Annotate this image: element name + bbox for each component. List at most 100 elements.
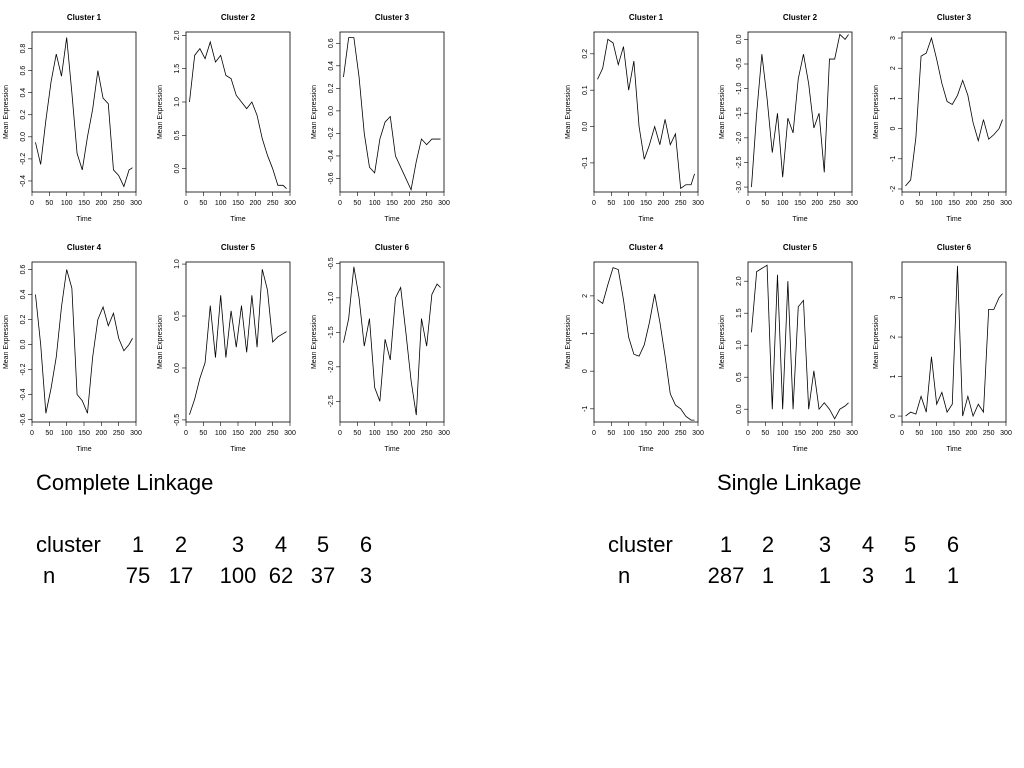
y-tick-label: -2.0 xyxy=(328,361,335,373)
chart-title: Cluster 4 xyxy=(67,243,102,252)
y-tick-label: -2 xyxy=(890,186,897,192)
header-label: cluster xyxy=(36,532,101,557)
y-tick-label: -1 xyxy=(890,156,897,162)
series-line xyxy=(35,37,133,188)
y-tick-label: 0.0 xyxy=(328,106,335,116)
plot-box xyxy=(339,31,445,193)
chart-panel: Cluster 2 Time Mean Expression 0 50 100 150 200… xyxy=(719,13,858,223)
chart-title: Cluster 3 xyxy=(937,13,972,22)
chart-title: Cluster 5 xyxy=(783,243,818,252)
chart-title: Cluster 3 xyxy=(375,13,410,22)
x-tick-label: 150 xyxy=(78,200,90,207)
y-tick-label: -2.0 xyxy=(736,132,743,144)
y-tick-label: -0.2 xyxy=(20,153,27,165)
series-line xyxy=(343,37,441,192)
x-tick-label: 0 xyxy=(184,200,188,207)
x-tick-label: 250 xyxy=(267,200,279,207)
count-cell: 1 xyxy=(904,563,916,588)
y-axis-label: Mean Expression xyxy=(311,85,318,139)
y-tick-label: -1 xyxy=(582,406,589,412)
x-tick-label: 0 xyxy=(184,430,188,437)
chart-panel: Cluster 3 Time Mean Expression 0 50 100 150 200… xyxy=(873,13,1012,223)
chart-panel: Cluster 2 Time Mean Expression 0 50 100 150 200… xyxy=(157,13,296,223)
header-cell: 6 xyxy=(947,532,959,557)
y-tick-label: 3 xyxy=(890,36,897,40)
y-tick-label: 0.0 xyxy=(20,132,27,142)
x-tick-label: 150 xyxy=(386,430,398,437)
chart-panel: Cluster 6 Time Mean Expression 0 50 100 150 200… xyxy=(873,243,1012,453)
header-cell: 3 xyxy=(819,532,831,557)
y-tick-label: -1.0 xyxy=(736,82,743,94)
y-tick-label: 0.5 xyxy=(174,130,181,140)
x-axis-label: Time xyxy=(230,216,245,223)
x-axis-label: Time xyxy=(946,446,961,453)
y-tick-label: -0.4 xyxy=(20,388,27,400)
header-cell: 6 xyxy=(360,532,372,557)
count-cell: 17 xyxy=(169,563,193,588)
series-line xyxy=(343,266,441,416)
count-cell: 37 xyxy=(311,563,335,588)
x-tick-label: 100 xyxy=(931,430,943,437)
x-axis-label: Time xyxy=(638,446,653,453)
y-tick-label: 0.0 xyxy=(582,122,589,132)
count-cell: 3 xyxy=(360,563,372,588)
header-cell: 5 xyxy=(317,532,329,557)
x-tick-label: 200 xyxy=(811,200,823,207)
x-tick-label: 200 xyxy=(249,200,261,207)
x-axis-label: Time xyxy=(230,446,245,453)
x-tick-label: 200 xyxy=(965,200,977,207)
table-title: Complete Linkage xyxy=(36,470,213,495)
y-tick-label: 0 xyxy=(582,369,589,373)
x-tick-label: 250 xyxy=(113,200,125,207)
x-tick-label: 300 xyxy=(692,430,704,437)
y-tick-label: 1.0 xyxy=(736,340,743,350)
chart-panel: Cluster 6 Time Mean Expression 0 50 100 150 200… xyxy=(311,243,450,453)
y-tick-label: -3.0 xyxy=(736,181,743,193)
y-tick-label: 0.0 xyxy=(736,404,743,414)
x-tick-label: 300 xyxy=(438,430,450,437)
y-axis-label: Mean Expression xyxy=(565,315,572,369)
x-tick-label: 300 xyxy=(130,430,142,437)
x-tick-label: 250 xyxy=(675,200,687,207)
x-tick-label: 150 xyxy=(640,200,652,207)
x-tick-label: 100 xyxy=(61,430,73,437)
y-tick-label: 1 xyxy=(890,96,897,100)
y-tick-label: -0.5 xyxy=(328,257,335,269)
y-tick-label: -0.6 xyxy=(328,172,335,184)
y-tick-label: 1.0 xyxy=(174,259,181,269)
header-cell: 1 xyxy=(720,532,732,557)
x-tick-label: 200 xyxy=(965,430,977,437)
chart-panel: Cluster 1 Time Mean Expression 0 50 100 150 200… xyxy=(565,13,704,223)
count-cell: 100 xyxy=(220,563,257,588)
y-tick-label: 1 xyxy=(582,331,589,335)
y-axis-label: Mean Expression xyxy=(3,85,10,139)
y-tick-label: -2.5 xyxy=(328,395,335,407)
header-cell: 4 xyxy=(862,532,874,557)
x-axis-label: Time xyxy=(792,216,807,223)
x-axis-label: Time xyxy=(638,216,653,223)
x-tick-label: 0 xyxy=(592,200,596,207)
count-cell: 3 xyxy=(862,563,874,588)
x-tick-label: 200 xyxy=(95,200,107,207)
header-cell: 2 xyxy=(175,532,187,557)
y-tick-label: 2 xyxy=(890,335,897,339)
x-tick-label: 200 xyxy=(249,430,261,437)
x-tick-label: 50 xyxy=(607,200,615,207)
row-label: n xyxy=(618,563,630,588)
y-tick-label: -0.5 xyxy=(174,414,181,426)
x-tick-label: 100 xyxy=(777,430,789,437)
header-cell: 1 xyxy=(132,532,144,557)
chart-title: Cluster 1 xyxy=(629,13,664,22)
x-tick-label: 0 xyxy=(30,200,34,207)
x-tick-label: 50 xyxy=(199,430,207,437)
x-axis-label: Time xyxy=(76,216,91,223)
y-tick-label: 0.5 xyxy=(736,372,743,382)
x-tick-label: 50 xyxy=(761,430,769,437)
plot-box xyxy=(593,31,699,193)
x-tick-label: 300 xyxy=(846,430,858,437)
plot-box xyxy=(185,261,291,423)
x-tick-label: 250 xyxy=(829,200,841,207)
plot-box xyxy=(31,31,137,193)
chart-panel: Cluster 3 Time Mean Expression 0 50 100 150 200… xyxy=(311,13,450,223)
y-tick-label: 2 xyxy=(582,294,589,298)
